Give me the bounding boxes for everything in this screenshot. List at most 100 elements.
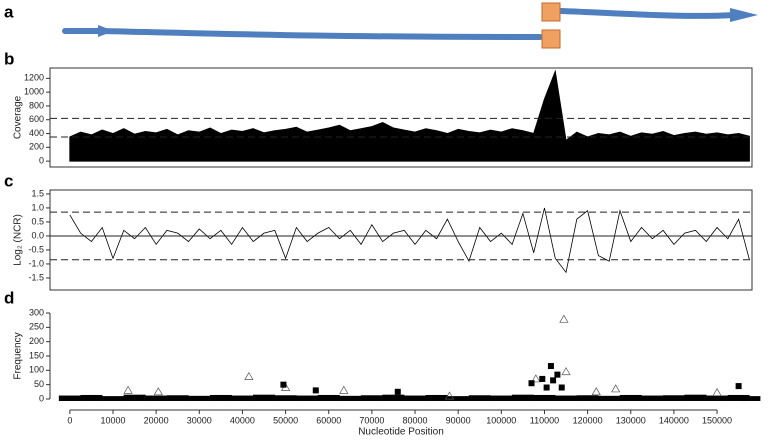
x-tick-label: 140000 — [659, 415, 689, 425]
point — [404, 395, 427, 401]
arrowhead — [730, 8, 758, 22]
y-tick-label: 50 — [34, 379, 44, 389]
y-tick-label: 150 — [29, 350, 44, 360]
point — [712, 387, 722, 397]
point — [447, 396, 470, 401]
point — [561, 367, 571, 376]
point — [80, 394, 103, 401]
plot-frame — [49, 189, 753, 291]
y-tick-label: 1200 — [24, 73, 44, 83]
point — [559, 314, 569, 323]
y-tick-label: -0.5 — [28, 244, 44, 254]
panel-label: b — [4, 49, 14, 68]
ncr-line — [69, 207, 750, 274]
arrow-left — [62, 28, 543, 40]
point — [554, 371, 561, 378]
point — [611, 384, 621, 393]
point — [533, 394, 556, 401]
x-tick-label: 40000 — [230, 415, 255, 425]
x-tick-label: 50000 — [273, 415, 298, 425]
point — [58, 395, 81, 401]
point — [296, 395, 319, 401]
x-tick-label: 100000 — [486, 415, 516, 425]
point — [550, 377, 557, 384]
point — [166, 395, 189, 401]
y-axis-label: Frequency — [13, 332, 24, 379]
point — [145, 395, 168, 401]
point — [528, 380, 535, 387]
point — [123, 385, 133, 394]
y-tick-label: 0.5 — [31, 216, 44, 226]
point — [444, 391, 455, 400]
x-tick-label: 30000 — [187, 415, 212, 425]
point — [317, 394, 340, 401]
plot-frame — [49, 67, 753, 168]
y-tick-label: 300 — [29, 307, 44, 317]
point — [555, 395, 578, 401]
point — [735, 383, 742, 390]
point — [547, 363, 554, 370]
point — [101, 396, 124, 401]
x-tick-label: 60000 — [316, 415, 341, 425]
panel-label: c — [4, 171, 13, 190]
y-tick-label: 0.0 — [31, 230, 44, 240]
junction-box — [541, 29, 561, 49]
panel-label: a — [4, 2, 14, 21]
x-tick-label: 10000 — [100, 415, 125, 425]
y-tick-label: 0 — [39, 156, 44, 166]
x-tick-label: 0 — [67, 415, 72, 425]
point — [558, 384, 565, 391]
x-tick-label: 80000 — [403, 415, 428, 425]
point — [123, 394, 146, 401]
point — [684, 394, 707, 401]
point — [188, 395, 211, 401]
point — [511, 394, 534, 401]
diagram: a — [4, 2, 758, 49]
point — [738, 396, 761, 401]
point — [339, 395, 362, 401]
junction-box — [541, 2, 561, 22]
point — [641, 395, 664, 401]
point — [209, 394, 232, 401]
point — [543, 384, 550, 391]
point — [539, 375, 546, 382]
y-tick-label: 600 — [29, 114, 44, 124]
arrow-right — [559, 8, 736, 19]
point — [274, 395, 297, 401]
point — [619, 394, 642, 401]
x-tick-label: 130000 — [616, 415, 646, 425]
y-tick-label: -1.5 — [28, 272, 44, 282]
y-axis-label: Log₂ (NCR) — [13, 214, 24, 266]
point — [706, 395, 729, 401]
point — [153, 387, 163, 396]
point — [382, 394, 405, 401]
arrowhead — [98, 25, 114, 37]
y-tick-label: -1.0 — [28, 258, 44, 268]
x-tick-label: 90000 — [446, 415, 471, 425]
x-tick-label: 110000 — [530, 415, 559, 425]
y-tick-label: 0 — [39, 393, 44, 403]
y-tick-label: 200 — [29, 142, 44, 152]
point — [339, 385, 349, 394]
y-tick-label: 100 — [29, 365, 44, 375]
y-tick-label: 400 — [29, 128, 44, 138]
y-tick-label: 250 — [29, 322, 44, 332]
y-tick-label: 1000 — [24, 87, 44, 97]
point — [591, 387, 601, 396]
point — [360, 395, 383, 401]
panel-label: d — [4, 288, 14, 307]
point — [576, 395, 599, 401]
point — [598, 395, 621, 401]
point — [468, 395, 491, 401]
x-tick-label: 150000 — [702, 415, 732, 425]
point — [394, 388, 401, 395]
x-tick-label: 20000 — [144, 415, 169, 425]
y-tick-label: 1.0 — [31, 202, 44, 212]
point — [662, 395, 685, 401]
x-tick-label: 120000 — [573, 415, 603, 425]
point — [490, 395, 513, 401]
x-tick-label: 70000 — [359, 415, 384, 425]
x-axis-label: Nucleotide Position — [358, 427, 444, 438]
y-tick-label: 200 — [29, 336, 44, 346]
